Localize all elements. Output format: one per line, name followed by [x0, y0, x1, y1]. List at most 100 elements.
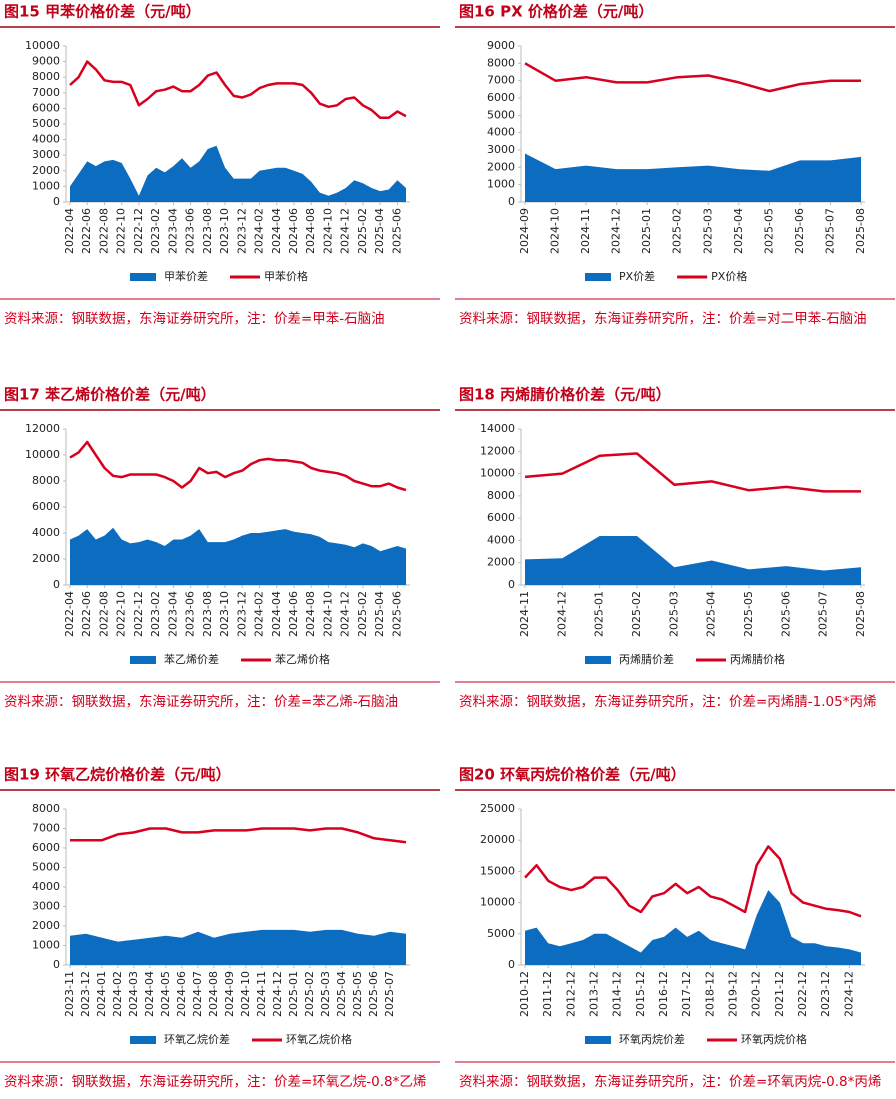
y-tick-label: 8000 [487, 489, 515, 502]
x-tick-label: 2025-06 [779, 591, 792, 637]
legend-label: 苯乙烯价格 [275, 652, 330, 666]
x-tick-label: 2024-12 [610, 208, 623, 254]
x-tick-label: 2024-04 [143, 971, 156, 1017]
x-tick-label: 2025-02 [356, 591, 369, 637]
x-tick-label: 2022-10 [115, 208, 128, 254]
x-tick-label: 2013-12 [588, 971, 601, 1017]
y-tick-label: 8000 [487, 56, 515, 69]
x-tick-label: 2024-08 [207, 971, 220, 1017]
source-note: 资料来源：钢联数据，东海证券研究所，注：价差=对二甲苯-石脑油 [459, 311, 867, 327]
x-tick-label: 2022-08 [97, 591, 110, 637]
x-tick-label: 2023-12 [235, 208, 248, 254]
x-tick-label: 2024-10 [321, 591, 334, 637]
x-tick-label: 2025-04 [373, 208, 386, 254]
spread-area [70, 929, 406, 965]
x-tick-label: 2024-12 [339, 591, 352, 637]
x-tick-label: 2024-12 [271, 971, 284, 1017]
x-tick-label: 2019-12 [727, 971, 740, 1017]
legend-label: 环氧乙烷价格 [286, 1032, 352, 1046]
x-tick-label: 2024-06 [287, 591, 300, 637]
legend-label: 甲苯价格 [264, 269, 308, 283]
x-tick-label: 2025-02 [630, 591, 643, 637]
y-tick-label: 10000 [25, 448, 60, 461]
x-tick-label: 2023-06 [184, 591, 197, 637]
price-line [70, 827, 407, 844]
y-tick-label: 8000 [32, 474, 60, 487]
y-tick-label: 6000 [32, 841, 60, 854]
x-tick-label: 2023-08 [201, 208, 214, 254]
y-tick-label: 0 [508, 195, 515, 208]
y-tick-label: 6000 [32, 101, 60, 114]
y-tick-label: 15000 [480, 864, 515, 877]
x-tick-label: 2023-08 [201, 591, 214, 637]
x-tick-label: 2025-01 [593, 591, 606, 637]
legend-swatch [585, 273, 611, 281]
x-tick-label: 2024-11 [579, 208, 592, 254]
y-tick-label: 3000 [32, 148, 60, 161]
price-line [524, 452, 861, 493]
x-tick-label: 2023-02 [149, 591, 162, 637]
y-tick-label: 8000 [32, 802, 60, 815]
legend-label: 环氧丙烷价格 [741, 1032, 807, 1046]
x-tick-label: 2024-12 [339, 208, 352, 254]
x-tick-label: 2024-04 [270, 591, 283, 637]
x-tick-label: 2024-05 [159, 971, 172, 1017]
x-tick-label: 2022-12 [796, 971, 809, 1017]
x-tick-label: 2023-02 [149, 208, 162, 254]
source-note: 资料来源：钢联数据，东海证券研究所，注：价差=苯乙烯-石脑油 [4, 694, 399, 710]
chart: 图20 环氧丙烷价格价差（元/吨） 0 5000 10000 15000 20000 250… [455, 766, 895, 1063]
x-tick-label: 2022-04 [63, 591, 76, 637]
chart-title: 图17 苯乙烯价格价差（元/吨） [4, 386, 216, 404]
x-tick-label: 2024-02 [111, 971, 124, 1017]
chart-title: 图19 环氧乙烷价格价差（元/吨） [4, 766, 231, 784]
x-tick-label: 2025-04 [705, 591, 718, 637]
y-tick-label: 8000 [32, 70, 60, 83]
x-tick-label: 2025-06 [367, 971, 380, 1017]
y-tick-label: 12000 [25, 422, 60, 435]
legend-label: 苯乙烯价差 [164, 652, 219, 666]
legend-swatch [585, 656, 611, 664]
chart: 图16 PX 价格价差（元/吨） 0 1000 2000 3000 4000 5000 600… [455, 3, 895, 300]
x-tick-label: 2025-04 [732, 208, 745, 254]
y-tick-label: 2000 [487, 556, 515, 569]
x-tick-label: 2024-10 [239, 971, 252, 1017]
y-tick-label: 0 [53, 958, 60, 971]
price-line [69, 60, 407, 120]
x-tick-label: 2025-04 [335, 971, 348, 1017]
x-tick-label: 2024-06 [287, 208, 300, 254]
x-tick-label: 2025-06 [793, 208, 806, 254]
x-tick-label: 2014-12 [611, 971, 624, 1017]
x-tick-label: 2024-08 [304, 208, 317, 254]
y-tick-label: 6000 [487, 91, 515, 104]
source-note: 资料来源：钢联数据，东海证券研究所，注：价差=甲苯-石脑油 [4, 311, 385, 327]
chart-title: 图18 丙烯腈价格价差（元/吨） [459, 386, 671, 404]
y-tick-label: 7000 [487, 74, 515, 87]
x-tick-label: 2025-07 [823, 208, 836, 254]
x-tick-label: 2022-12 [132, 208, 145, 254]
spread-area [70, 145, 406, 202]
spread-area [70, 527, 406, 585]
x-tick-label: 2025-03 [667, 591, 680, 637]
chart-panel: 图18 丙烯腈价格价差（元/吨） 0 2000 4000 6000 8000 10000 12… [455, 383, 895, 718]
chart-panel: 图17 苯乙烯价格价差（元/吨） 0 2000 4000 6000 8000 10000 12… [0, 383, 440, 718]
chart-panel: 图20 环氧丙烷价格价差（元/吨） 0 5000 10000 15000 20000 250… [455, 763, 895, 1098]
legend-label: 环氧丙烷价差 [619, 1032, 685, 1046]
chart-panel: 图16 PX 价格价差（元/吨） 0 1000 2000 3000 4000 5000 600… [455, 0, 895, 335]
x-tick-label: 2012-12 [564, 971, 577, 1017]
x-tick-label: 2023-12 [235, 591, 248, 637]
x-tick-label: 2025-07 [383, 971, 396, 1017]
y-tick-label: 0 [508, 958, 515, 971]
y-tick-label: 4000 [32, 880, 60, 893]
x-tick-label: 2022-12 [132, 591, 145, 637]
y-tick-label: 7000 [32, 822, 60, 835]
x-tick-label: 2023-04 [166, 591, 179, 637]
y-tick-label: 2000 [487, 160, 515, 173]
x-tick-label: 2025-06 [390, 591, 403, 637]
legend-label: 丙烯腈价格 [730, 652, 785, 666]
spread-area [525, 890, 861, 965]
x-tick-label: 2024-03 [127, 971, 140, 1017]
legend-swatch [130, 1036, 156, 1044]
y-tick-label: 10000 [480, 896, 515, 909]
x-tick-label: 2022-10 [115, 591, 128, 637]
